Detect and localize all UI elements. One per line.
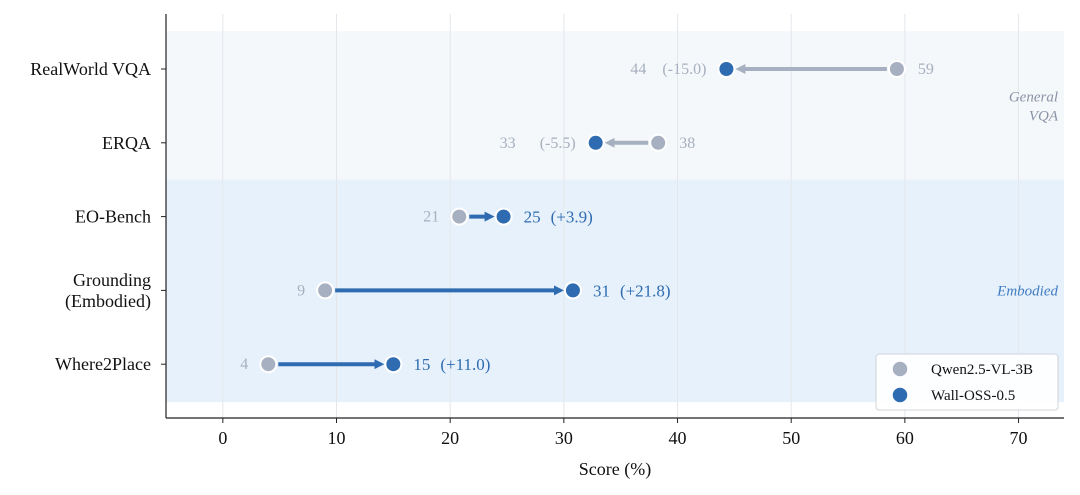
x-tick-label-20: 20	[441, 428, 459, 448]
legend-label-wall-oss-0-5: Wall-OSS-0.5	[931, 388, 1015, 404]
label-qwen-eo-bench: 21	[423, 209, 439, 226]
group-labels: General VQA Embodied	[996, 89, 1059, 299]
legend-box	[875, 353, 1059, 411]
legend: Qwen2.5-VL-3B Wall-OSS-0.5	[875, 353, 1059, 411]
point-wall-where2place	[384, 355, 403, 374]
x-axis-label: Score (%)	[579, 459, 651, 480]
x-tick-label-70: 70	[1010, 428, 1028, 448]
y-tick-label-realworld-vqa: RealWorld VQA	[30, 59, 151, 79]
point-qwen-where2place	[259, 355, 278, 374]
legend-marker-qwen2-5-vl-3b	[891, 360, 909, 378]
point-qwen-eo-bench	[450, 207, 469, 226]
point-qwen-grounding-embodied	[316, 281, 335, 300]
x-tick-label-10: 10	[328, 428, 346, 448]
x-tick-label-50: 50	[782, 428, 800, 448]
point-wall-grounding-embodied	[563, 281, 582, 300]
y-tick-label-grounding-embodied: Grounding (Embodied)	[65, 270, 151, 312]
point-wall-erqa	[586, 133, 605, 152]
band-general-vqa	[166, 31, 1064, 180]
group-label-embodied: Embodied	[996, 283, 1058, 299]
delta-realworld-vqa: (-15.0)	[662, 61, 706, 78]
delta-where2place: (+11.0)	[440, 355, 490, 374]
x-tick-label-30: 30	[555, 428, 573, 448]
point-qwen-realworld-vqa	[887, 60, 906, 78]
label-wall-grounding-embodied: 31	[593, 281, 610, 300]
delta-eo-bench: (+3.9)	[551, 208, 593, 227]
label-wall-erqa: 33	[500, 135, 516, 152]
group-bands	[166, 31, 1064, 403]
x-grid	[222, 14, 1020, 418]
delta-grounding-embodied: (+21.8)	[620, 281, 671, 300]
x-tick-label-0: 0	[218, 428, 227, 448]
axes: 0 10 20 30 40 50 60 70 RealWorld VQA ERQA EO-Bench…	[30, 14, 1064, 448]
legend-marker-wall-oss-0-5	[891, 386, 909, 404]
label-wall-realworld-vqa: 44	[630, 61, 646, 78]
delta-erqa: (-5.5)	[540, 135, 576, 152]
point-qwen-erqa	[649, 133, 668, 152]
x-tick-label-40: 40	[669, 428, 687, 448]
y-tick-label-eo-bench: EO-Bench	[75, 207, 151, 227]
legend-label-qwen2-5-vl-3b: Qwen2.5-VL-3B	[931, 362, 1033, 378]
y-tick-label-where2place: Where2Place	[55, 354, 151, 374]
point-wall-realworld-vqa	[717, 60, 736, 78]
label-qwen-grounding-embodied: 9	[297, 282, 305, 299]
label-qwen-erqa: 38	[679, 135, 695, 152]
y-tick-label-erqa: ERQA	[102, 133, 151, 153]
x-tick-label-60: 60	[896, 428, 914, 448]
label-wall-eo-bench: 25	[524, 208, 541, 227]
label-wall-where2place: 15	[413, 355, 430, 374]
label-qwen-where2place: 4	[240, 356, 248, 373]
label-qwen-realworld-vqa: 59	[918, 61, 934, 78]
plot-area: 59 (-15.0) 44 38 (-5.5) 33 21 25 (+3.9) 9 31 (+21.8…	[240, 60, 934, 374]
point-wall-eo-bench	[494, 207, 513, 226]
group-label-general-vqa: General VQA	[1009, 89, 1059, 124]
